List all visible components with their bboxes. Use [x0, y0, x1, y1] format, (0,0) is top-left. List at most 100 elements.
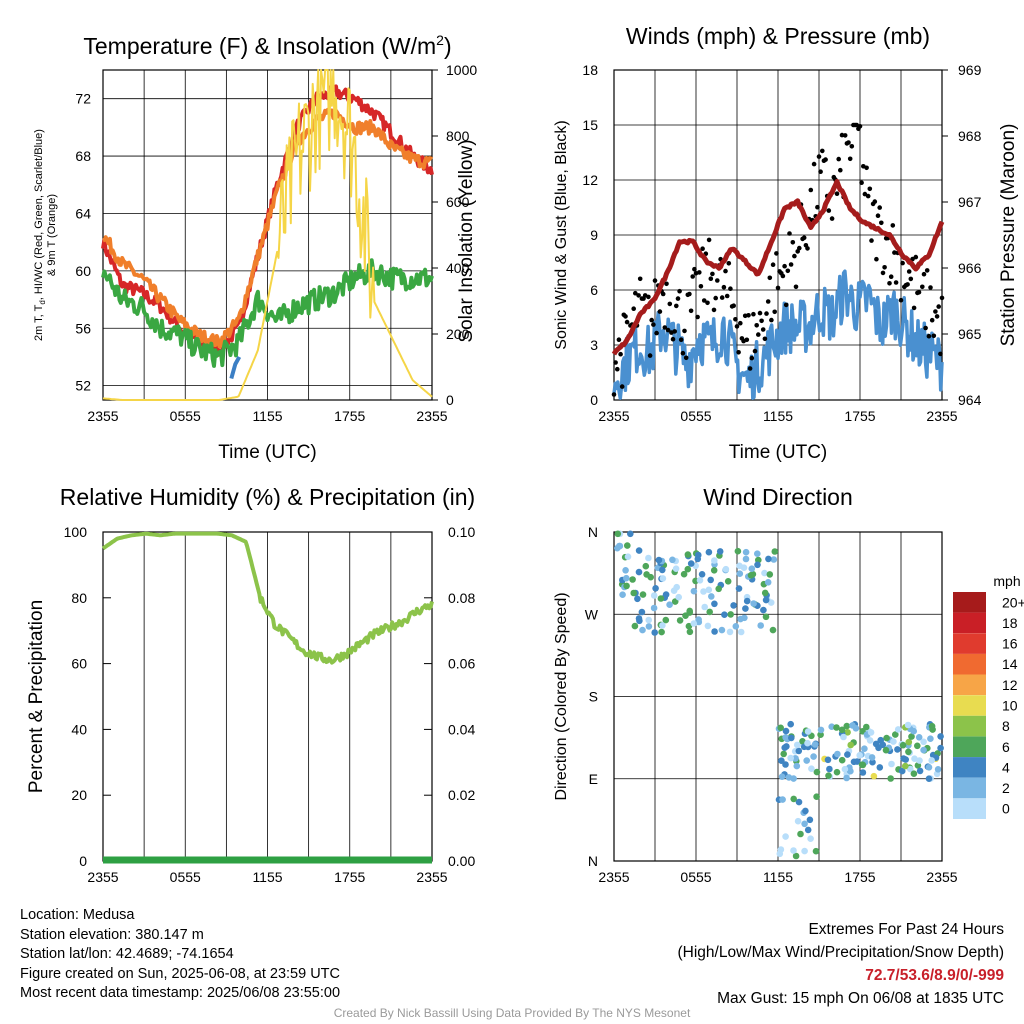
dir-point	[727, 611, 734, 618]
wind-x-tick-label: 2355	[926, 408, 957, 424]
wind-gust-point	[859, 180, 864, 185]
dir-y-label: Direction (Colored By Speed)	[553, 592, 570, 800]
dir-point	[902, 762, 909, 770]
dir-point	[754, 561, 761, 569]
temp-x-tick-label: 0555	[170, 408, 201, 424]
colorbar-swatch	[953, 695, 986, 716]
dir-point	[916, 757, 923, 764]
temp-y2-tick-label: 600	[446, 194, 470, 210]
wind-gust-point	[792, 253, 797, 259]
dir-point	[928, 722, 936, 730]
colorbar-swatch	[953, 715, 986, 737]
wind-gust-point	[682, 328, 687, 334]
temp-y-tick-label: 52	[75, 378, 91, 394]
wind-gust-point	[801, 235, 807, 240]
colorbar-label: 8	[1002, 718, 1010, 734]
dir-point	[662, 616, 670, 624]
dir-x-tick-label: 1755	[844, 869, 875, 885]
dir-point	[811, 741, 819, 748]
rh-series-rh	[101, 531, 434, 665]
dir-point	[838, 726, 846, 734]
dir-point	[685, 622, 693, 630]
dir-point	[690, 620, 698, 627]
wind-gust-point	[664, 281, 669, 287]
dir-point	[711, 628, 718, 635]
dir-point	[732, 623, 740, 630]
wind-gust-point	[887, 281, 892, 286]
dir-point	[782, 727, 790, 735]
dir-point	[793, 741, 801, 749]
wind-gust-point	[805, 246, 810, 251]
wind-gust-point	[700, 246, 705, 251]
dir-point	[736, 562, 743, 570]
wind-gust-point	[880, 270, 886, 276]
extremes-gust: Max Gust: 15 mph On 06/08 at 1835 UTC	[717, 990, 1004, 1007]
dir-point	[847, 767, 854, 775]
dir-point	[806, 816, 814, 824]
colorbar-swatch	[953, 736, 986, 758]
wind-gust-point	[637, 276, 643, 282]
dir-point	[638, 608, 646, 616]
dir-point	[904, 721, 912, 729]
colorbar-swatch	[953, 612, 986, 634]
wind-gust-point	[936, 304, 941, 309]
extremes-subheading: (High/Low/Max Wind/Precipitation/Snow De…	[677, 944, 1005, 961]
dir-point	[716, 548, 724, 555]
dir-point	[928, 757, 935, 764]
dir-point	[801, 847, 808, 855]
dir-point	[804, 728, 812, 735]
wind-gust-point	[818, 169, 823, 174]
wind-gust-point	[744, 337, 750, 343]
station-info: Location: Medusa Station elevation: 380.…	[20, 906, 340, 1004]
dir-point	[676, 617, 684, 624]
wind-gust-point	[724, 293, 730, 299]
rh-y2-tick-label: 0.06	[448, 656, 475, 672]
dir-point	[680, 570, 688, 578]
dir-point	[824, 756, 832, 764]
dir-point	[760, 606, 767, 614]
wind-y-tick-label: 15	[582, 117, 598, 133]
wind-gust-point	[875, 213, 881, 218]
info-created: Figure created on Sun, 2025-06-08, at 23…	[20, 965, 340, 982]
dir-point	[701, 603, 708, 611]
wind-gust-point	[624, 319, 630, 325]
wind-gust-point	[808, 187, 814, 193]
wind-gust-point	[728, 286, 733, 292]
wind-gust-point	[816, 154, 822, 159]
wind-y2-tick-label: 969	[958, 62, 982, 78]
wind-gust-point	[823, 157, 828, 162]
rh-y2-tick-label: 0.08	[448, 590, 475, 606]
dir-point	[630, 589, 637, 597]
dir-point	[908, 733, 915, 740]
wind-gust-point	[692, 266, 697, 272]
dir-point	[867, 729, 875, 736]
dir-point	[785, 774, 793, 781]
dir-point	[910, 727, 917, 735]
dir-point	[757, 622, 764, 629]
wind-gust-point	[710, 271, 715, 277]
wind-gust-point	[752, 348, 758, 354]
wind-gust-point	[867, 186, 873, 192]
dir-point	[742, 605, 749, 612]
wind-gust-point	[874, 256, 879, 262]
wind-gust-point	[924, 268, 930, 273]
dir-point	[863, 723, 870, 731]
wind-y2-tick-label: 967	[958, 194, 982, 210]
dir-y-tick-label: E	[589, 771, 598, 787]
wind-gust-point	[751, 311, 756, 317]
dir-point	[925, 775, 933, 782]
dir-point	[743, 597, 751, 605]
colorbar-swatch	[953, 633, 986, 654]
wind-gust-point	[829, 216, 835, 221]
dir-title: Wind Direction	[703, 484, 853, 510]
dir-point	[817, 726, 825, 734]
rh-y-tick-label: 40	[71, 721, 87, 737]
rh-y-tick-label: 100	[64, 524, 88, 540]
dir-point	[888, 760, 895, 768]
extremes-values: 72.7/53.6/8.9/0/-999	[865, 967, 1004, 984]
dir-point	[657, 595, 665, 602]
dir-point	[659, 622, 666, 629]
dir-point	[686, 607, 693, 615]
wind-gust-point	[846, 140, 851, 145]
wind-gust-point	[892, 250, 897, 255]
